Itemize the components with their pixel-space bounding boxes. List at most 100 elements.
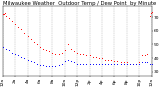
Point (2, 14, 5, 15)
Point (148, 15, 151, 16)
Point (8, 49, 10, 51)
Point (23, 57, 26, 59)
Point (23, 33, 26, 34)
Point (132, 63, 134, 64)
Point (125, 62, 128, 63)
Point (129, 63, 131, 64)
Point (104, 59, 106, 60)
Point (98, 57, 100, 59)
Point (150, 63, 153, 64)
Point (135, 63, 137, 64)
Point (88, 55, 91, 56)
Point (119, 63, 122, 64)
Point (29, 60, 32, 62)
Point (39, 46, 41, 48)
Point (42, 48, 44, 49)
Point (4, 12, 6, 14)
Point (107, 59, 109, 60)
Point (101, 63, 103, 64)
Point (26, 35, 29, 37)
Point (125, 63, 128, 64)
Point (110, 63, 112, 64)
Point (116, 63, 119, 64)
Point (57, 53, 60, 55)
Point (51, 52, 54, 53)
Point (4, 48, 7, 49)
Point (76, 52, 78, 53)
Point (64, 49, 66, 51)
Point (85, 55, 88, 56)
Point (54, 66, 57, 67)
Point (138, 62, 140, 63)
Point (146, 53, 149, 55)
Point (32, 62, 35, 63)
Point (94, 56, 97, 58)
Point (36, 44, 38, 45)
Point (104, 63, 106, 64)
Point (14, 53, 16, 55)
Point (113, 60, 116, 62)
Point (14, 23, 16, 25)
Point (144, 62, 147, 63)
Point (4, 15, 7, 16)
Point (51, 66, 54, 67)
Point (116, 60, 119, 62)
Point (135, 63, 137, 64)
Point (32, 41, 35, 42)
Point (141, 62, 144, 63)
Point (45, 49, 47, 51)
Point (60, 63, 63, 64)
Point (122, 63, 125, 64)
Point (138, 63, 140, 64)
Point (94, 63, 97, 64)
Point (101, 57, 103, 59)
Point (48, 51, 51, 52)
Point (64, 60, 66, 62)
Point (150, 11, 153, 12)
Point (20, 56, 23, 58)
Point (45, 66, 47, 67)
Point (91, 56, 94, 58)
Point (119, 62, 122, 63)
Point (67, 44, 69, 45)
Point (85, 63, 88, 64)
Point (73, 51, 75, 52)
Point (11, 52, 13, 53)
Point (36, 63, 38, 64)
Point (20, 29, 23, 30)
Point (29, 38, 32, 40)
Point (76, 63, 78, 64)
Point (1, 14, 4, 15)
Point (42, 64, 44, 66)
Point (122, 62, 125, 63)
Point (148, 63, 151, 64)
Point (98, 63, 100, 64)
Point (146, 62, 149, 63)
Point (11, 20, 13, 22)
Point (54, 53, 57, 55)
Point (149, 12, 152, 14)
Point (129, 63, 131, 64)
Point (17, 55, 20, 56)
Point (132, 63, 134, 64)
Point (91, 63, 94, 64)
Point (57, 64, 60, 66)
Point (79, 53, 82, 55)
Point (17, 26, 20, 27)
Point (60, 52, 63, 53)
Point (39, 64, 41, 66)
Point (144, 55, 147, 56)
Point (113, 63, 116, 64)
Point (70, 48, 72, 49)
Point (26, 59, 29, 60)
Point (73, 62, 75, 63)
Point (107, 63, 109, 64)
Point (82, 63, 85, 64)
Point (79, 63, 82, 64)
Point (8, 18, 10, 19)
Point (88, 63, 91, 64)
Point (141, 55, 144, 56)
Text: Milwaukee Weather  Outdoor Temp / Dew Point  by Minute  (24 Hours) (Alternate): Milwaukee Weather Outdoor Temp / Dew Poi… (3, 1, 160, 6)
Point (48, 66, 51, 67)
Point (1, 46, 4, 48)
